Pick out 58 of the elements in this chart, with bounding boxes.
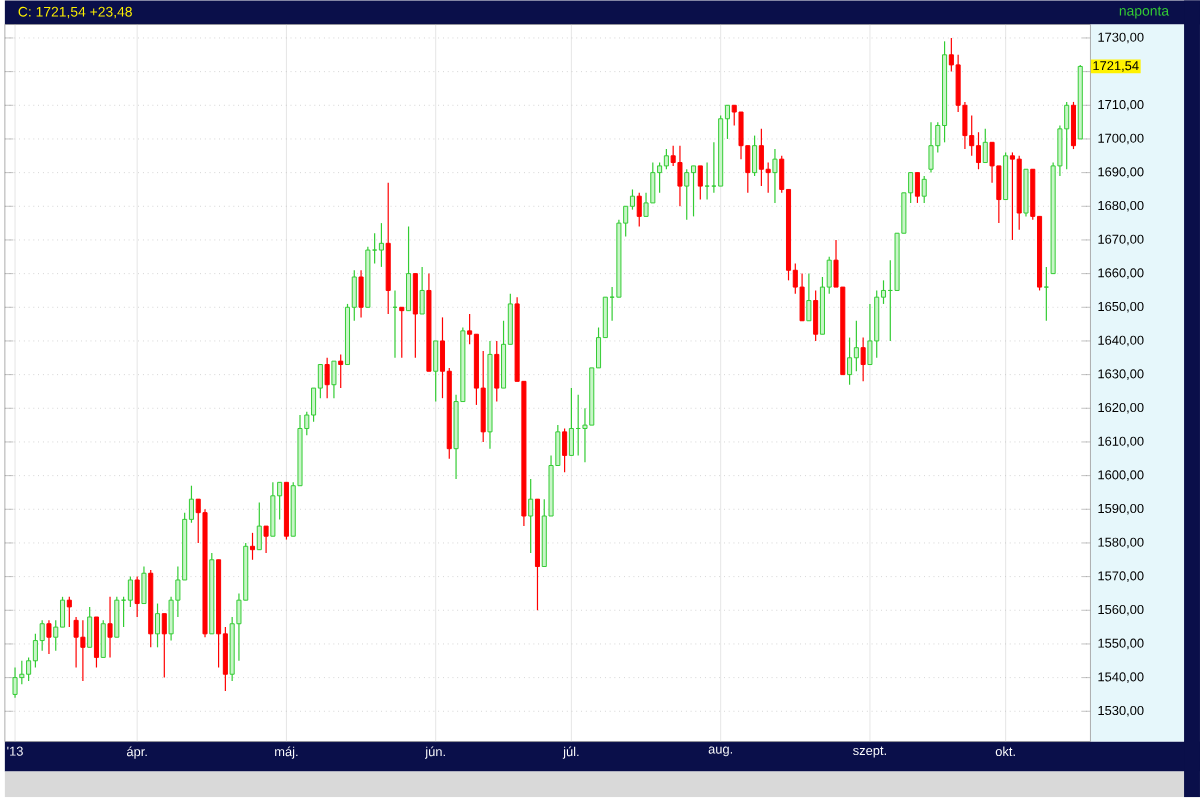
candlestick	[677, 145, 683, 208]
candlestick	[697, 165, 703, 201]
candlestick	[847, 337, 853, 386]
candlestick	[270, 482, 276, 538]
candlestick	[758, 128, 764, 187]
candlestick	[358, 269, 364, 319]
candlestick	[80, 620, 86, 682]
candlestick	[752, 135, 758, 177]
candlestick	[324, 357, 330, 400]
candlestick	[874, 290, 880, 359]
candlestick	[1023, 168, 1029, 218]
candlestick	[1070, 101, 1077, 150]
candlestick	[161, 613, 167, 679]
candlestick	[928, 121, 934, 174]
candlestick	[154, 603, 161, 649]
candlestick	[921, 175, 927, 204]
candlestick	[914, 172, 920, 204]
candlestick	[568, 387, 574, 457]
candlestick	[127, 576, 133, 608]
candlestick	[860, 337, 866, 383]
candlestick	[684, 168, 690, 221]
candlestick	[100, 620, 106, 659]
candlestick	[419, 266, 425, 315]
candlestick	[813, 290, 819, 342]
candlestick	[141, 566, 147, 605]
candlestick	[1009, 152, 1015, 241]
candlestick	[12, 667, 18, 699]
candlestick	[256, 502, 262, 551]
candlestick	[433, 340, 439, 403]
candlestick	[704, 162, 710, 201]
candlestick	[528, 478, 534, 554]
candlestick	[385, 182, 391, 315]
candlestick	[107, 596, 113, 659]
candlestick	[494, 340, 500, 403]
candlestick	[331, 360, 337, 400]
candlestick	[93, 616, 99, 669]
candlestick	[263, 525, 269, 554]
candlestick	[338, 354, 344, 389]
candlestick	[975, 131, 982, 171]
candlestick	[87, 606, 93, 649]
candlestick	[399, 307, 405, 359]
candlestick	[853, 320, 859, 373]
candlestick	[806, 273, 812, 322]
candlestick	[1064, 101, 1070, 171]
candlestick	[378, 222, 384, 268]
candlestick	[690, 165, 697, 218]
candlestick	[114, 596, 120, 639]
candlestick	[1003, 152, 1009, 201]
candlestick	[562, 428, 568, 474]
candlestick	[249, 532, 256, 561]
candlestick	[134, 576, 140, 618]
candlestick	[412, 273, 418, 359]
candlestick	[636, 192, 642, 228]
candlestick	[46, 620, 52, 655]
candlestick	[772, 148, 778, 204]
candlestick	[663, 148, 669, 171]
candlestick	[406, 226, 412, 312]
candlestick	[982, 128, 988, 164]
